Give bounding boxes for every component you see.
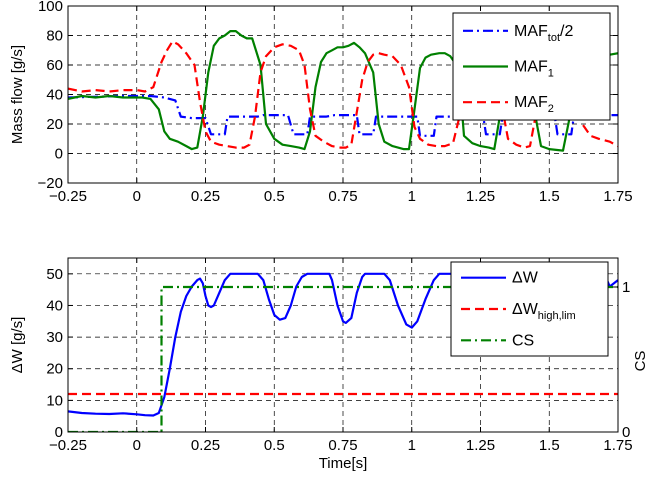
series-line-0	[68, 272, 618, 417]
legend-label-2: CS	[512, 332, 534, 349]
x-tick-label: 0	[133, 188, 141, 205]
x-axis-label: Time[s]	[319, 455, 368, 472]
x-tick-label: 1.25	[466, 437, 495, 454]
series-line-2	[68, 40, 618, 149]
y2-tick-label: 0	[622, 424, 630, 441]
x-tick-label: 1	[408, 437, 416, 454]
mass-flow-chart: −0.25 0 0.25 0.5 0.75 1 1.25 1.5 1.75 −20 0 20 40 60 8…	[9, 0, 633, 205]
y-tick-label: 80	[46, 28, 63, 45]
x-tick-label: 1.5	[539, 437, 560, 454]
x-tick-label: 0	[133, 437, 141, 454]
x-tick-label: 1.25	[466, 188, 495, 205]
y-tick-label: 50	[46, 266, 63, 283]
y-tick-label: 0	[55, 146, 63, 163]
x-tick-label: 1	[408, 188, 416, 205]
x-tick-label: 1.75	[603, 437, 632, 454]
y-tick-label: 100	[38, 0, 63, 15]
y-tick-label: 60	[46, 57, 63, 74]
y-tick-label: 10	[46, 392, 63, 409]
legend-label-1: ΔWhigh,lim	[512, 301, 576, 322]
y-tick-label: 20	[46, 361, 63, 378]
y-tick-label: 0	[55, 424, 63, 441]
y2-tick-label: 1	[622, 279, 630, 296]
x-tick-label: 0.75	[328, 188, 357, 205]
y-tick-label: 20	[46, 116, 63, 133]
y-tick-label: −20	[38, 175, 63, 192]
y-tick-label: 40	[46, 87, 63, 104]
x-tick-label: 0.25	[191, 437, 220, 454]
y-tick-label: 30	[46, 329, 63, 346]
legend-label-0: MAFtot/2	[514, 23, 573, 44]
y-axis-label: ΔW [g/s]	[9, 317, 26, 374]
x-tick-label: −0.25	[49, 437, 87, 454]
legend-label-2: MAF2	[514, 94, 554, 115]
x-tick-label: −0.25	[49, 188, 87, 205]
x-tick-label: 0.5	[264, 188, 285, 205]
legend: MAFtot/2 MAF1 MAF2	[452, 12, 611, 121]
y-tick-label: 40	[46, 297, 63, 314]
x-tick-label: 0.25	[191, 188, 220, 205]
series-line-2	[68, 285, 618, 432]
legend: ΔW ΔWhigh,lim CS	[450, 261, 609, 357]
delta-w-chart: −0.25 0 0.25 0.5 0.75 1 1.25 1.5 1.7501020304050…	[9, 257, 649, 472]
legend-label-1: MAF1	[514, 59, 554, 80]
y2-axis-label: CS	[632, 351, 649, 372]
x-tick-label: 0.5	[264, 437, 285, 454]
y-axis-label: Mass flow [g/s]	[9, 45, 26, 144]
x-tick-label: 0.75	[328, 437, 357, 454]
x-tick-label: 1.5	[539, 188, 560, 205]
legend-label-0: ΔW	[512, 270, 539, 287]
x-tick-label: 1.75	[603, 188, 632, 205]
